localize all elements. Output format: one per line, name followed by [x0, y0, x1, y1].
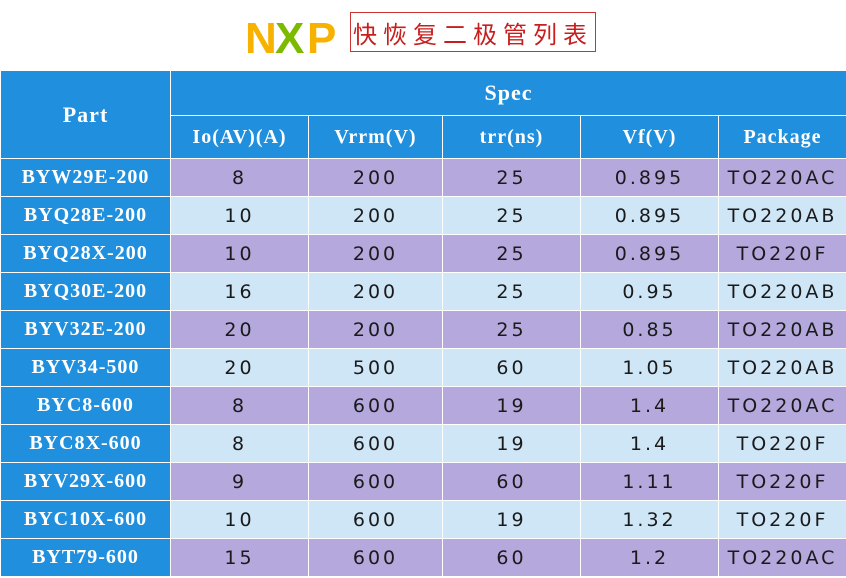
logo-letter-n: N — [245, 14, 277, 58]
table-row: BYT79-600 15 600 60 1.2 TO220AC — [0, 538, 846, 577]
vf-cell: 1.4 — [580, 424, 719, 463]
part-cell: BYC8-600 — [0, 386, 171, 425]
vrrm-cell: 200 — [308, 310, 443, 349]
page-title: 快恢复二极管列表 — [350, 12, 596, 52]
spec-header: Spec — [169, 70, 846, 116]
part-cell: BYV32E-200 — [0, 310, 171, 349]
trr-cell: 60 — [442, 348, 581, 387]
vf-cell: 0.895 — [580, 196, 719, 235]
part-cell: BYT79-600 — [0, 538, 171, 577]
table-body: BYW29E-200 8 200 25 0.895 TO220AC BYQ28E… — [0, 158, 846, 577]
io-cell: 8 — [170, 158, 309, 197]
io-cell: 20 — [170, 348, 309, 387]
table-row: BYQ28X-200 10 200 25 0.895 TO220F — [0, 234, 846, 273]
column-header-vrrm: Vrrm(V) — [308, 115, 443, 159]
vrrm-cell: 200 — [308, 272, 443, 311]
trr-cell: 60 — [442, 462, 581, 501]
trr-cell: 19 — [442, 386, 581, 425]
nxp-logo-icon: N X P — [245, 14, 336, 58]
logo-letter-p: P — [307, 14, 336, 58]
io-cell: 8 — [170, 424, 309, 463]
package-cell: TO220AC — [717, 538, 846, 577]
table-row: BYQ28E-200 10 200 25 0.895 TO220AB — [0, 196, 846, 235]
part-header: Part — [0, 70, 171, 159]
io-cell: 9 — [170, 462, 309, 501]
package-cell: TO220AB — [717, 310, 846, 349]
vrrm-cell: 600 — [308, 500, 443, 539]
vf-cell: 1.32 — [580, 500, 719, 539]
io-cell: 10 — [170, 500, 309, 539]
package-cell: TO220AB — [717, 196, 846, 235]
io-cell: 10 — [170, 196, 309, 235]
package-cell: TO220F — [717, 500, 846, 539]
table-row: BYV32E-200 20 200 25 0.85 TO220AB — [0, 310, 846, 349]
vf-cell: 1.2 — [580, 538, 719, 577]
table-row: BYC8X-600 8 600 19 1.4 TO220F — [0, 424, 846, 463]
column-header-trr: trr(ns) — [442, 115, 581, 159]
part-cell: BYV34-500 — [0, 348, 171, 387]
table-row: BYC10X-600 10 600 19 1.32 TO220F — [0, 500, 846, 539]
vrrm-cell: 600 — [308, 424, 443, 463]
column-header-vf: Vf(V) — [580, 115, 719, 159]
package-cell: TO220AC — [717, 158, 846, 197]
trr-cell: 25 — [442, 272, 581, 311]
vrrm-cell: 600 — [308, 538, 443, 577]
vf-cell: 1.05 — [580, 348, 719, 387]
part-cell: BYW29E-200 — [0, 158, 171, 197]
io-cell: 16 — [170, 272, 309, 311]
trr-cell: 19 — [442, 500, 581, 539]
vf-cell: 1.11 — [580, 462, 719, 501]
part-cell: BYC8X-600 — [0, 424, 171, 463]
vrrm-cell: 200 — [308, 234, 443, 273]
package-cell: TO220F — [717, 462, 846, 501]
io-cell: 15 — [170, 538, 309, 577]
vrrm-cell: 200 — [308, 196, 443, 235]
part-cell: BYQ30E-200 — [0, 272, 171, 311]
part-cell: BYQ28X-200 — [0, 234, 171, 273]
vrrm-cell: 600 — [308, 386, 443, 425]
table-row: BYV29X-600 9 600 60 1.11 TO220F — [0, 462, 846, 501]
trr-cell: 19 — [442, 424, 581, 463]
package-cell: TO220AB — [717, 272, 846, 311]
page-header: N X P 快恢复二极管列表 — [0, 0, 846, 70]
table-row: BYW29E-200 8 200 25 0.895 TO220AC — [0, 158, 846, 197]
trr-cell: 25 — [442, 310, 581, 349]
package-cell: TO220F — [717, 234, 846, 273]
vf-cell: 1.4 — [580, 386, 719, 425]
table-row: BYV34-500 20 500 60 1.05 TO220AB — [0, 348, 846, 387]
table-row: BYQ30E-200 16 200 25 0.95 TO220AB — [0, 272, 846, 311]
io-cell: 20 — [170, 310, 309, 349]
column-header-package: Package — [717, 115, 846, 159]
io-cell: 10 — [170, 234, 309, 273]
vrrm-cell: 600 — [308, 462, 443, 501]
vf-cell: 0.95 — [580, 272, 719, 311]
trr-cell: 25 — [442, 158, 581, 197]
package-cell: TO220AB — [717, 348, 846, 387]
table-row: BYC8-600 8 600 19 1.4 TO220AC — [0, 386, 846, 425]
vf-cell: 0.895 — [580, 158, 719, 197]
package-cell: TO220AC — [717, 386, 846, 425]
trr-cell: 25 — [442, 234, 581, 273]
io-cell: 8 — [170, 386, 309, 425]
part-cell: BYC10X-600 — [0, 500, 171, 539]
column-header-io: Io(AV)(A) — [170, 115, 309, 159]
package-cell: TO220F — [717, 424, 846, 463]
vrrm-cell: 200 — [308, 158, 443, 197]
vf-cell: 0.895 — [580, 234, 719, 273]
logo-letter-x: X — [275, 14, 304, 58]
part-cell: BYV29X-600 — [0, 462, 171, 501]
part-cell: BYQ28E-200 — [0, 196, 171, 235]
vf-cell: 0.85 — [580, 310, 719, 349]
vrrm-cell: 500 — [308, 348, 443, 387]
trr-cell: 60 — [442, 538, 581, 577]
diode-table: Part Spec Io(AV)(A) Vrrm(V) trr(ns) Vf(V… — [0, 70, 846, 577]
trr-cell: 25 — [442, 196, 581, 235]
